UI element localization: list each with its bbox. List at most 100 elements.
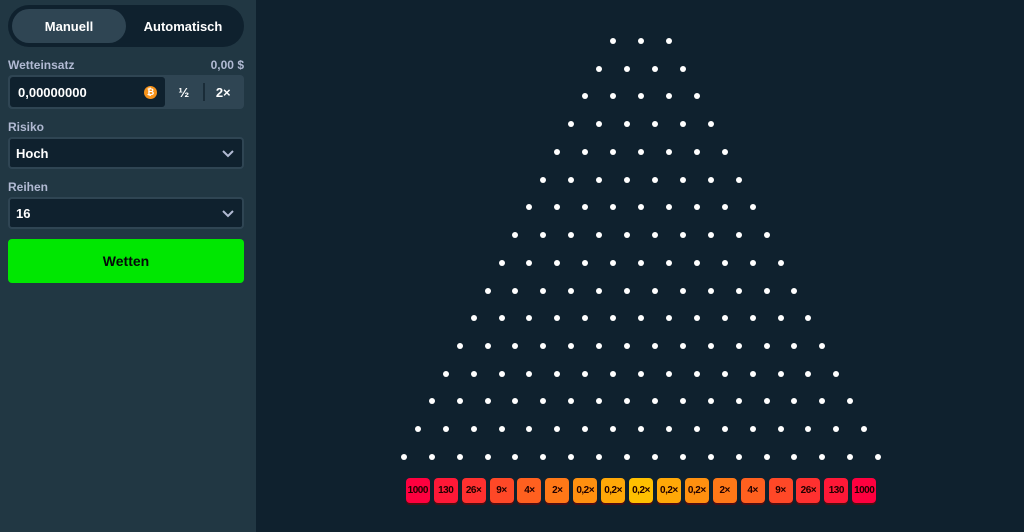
peg bbox=[470, 370, 477, 377]
peg bbox=[665, 259, 672, 266]
peg bbox=[400, 453, 407, 460]
peg bbox=[554, 204, 561, 211]
peg bbox=[540, 398, 547, 405]
peg bbox=[554, 370, 561, 377]
multiplier-bucket: 1000 bbox=[405, 478, 430, 503]
sidebar: Manuell Automatisch Wetteinsatz 0,00 $ 0,… bbox=[0, 0, 256, 532]
peg bbox=[470, 315, 477, 322]
peg bbox=[442, 426, 449, 433]
peg bbox=[596, 121, 603, 128]
peg bbox=[847, 453, 854, 460]
peg bbox=[484, 453, 491, 460]
peg bbox=[693, 370, 700, 377]
bet-amount-input[interactable]: 0,00000000 ₿ bbox=[10, 77, 165, 107]
tab-manual[interactable]: Manuell bbox=[12, 9, 126, 43]
peg bbox=[819, 343, 826, 350]
rows-label: Reihen bbox=[8, 180, 49, 194]
double-button[interactable]: 2× bbox=[215, 84, 231, 100]
peg bbox=[735, 453, 742, 460]
peg bbox=[456, 343, 463, 350]
peg bbox=[526, 204, 533, 211]
peg bbox=[721, 370, 728, 377]
bet-button[interactable]: Wetten bbox=[8, 239, 244, 283]
peg bbox=[498, 370, 505, 377]
multiplier-bucket: 4× bbox=[517, 478, 542, 503]
peg bbox=[693, 148, 700, 155]
peg bbox=[624, 287, 631, 294]
peg bbox=[651, 287, 658, 294]
peg bbox=[414, 426, 421, 433]
peg bbox=[833, 370, 840, 377]
peg bbox=[638, 426, 644, 433]
peg bbox=[610, 148, 617, 155]
peg bbox=[735, 287, 742, 294]
mode-tabs: Manuell Automatisch bbox=[8, 5, 244, 47]
peg bbox=[875, 453, 882, 460]
peg bbox=[638, 259, 644, 266]
peg bbox=[568, 121, 575, 128]
peg bbox=[610, 93, 617, 100]
peg bbox=[582, 370, 589, 377]
peg bbox=[526, 370, 533, 377]
peg bbox=[651, 232, 658, 239]
peg bbox=[554, 148, 561, 155]
peg bbox=[651, 343, 658, 350]
multiplier-bucket: 130 bbox=[824, 478, 849, 503]
peg bbox=[805, 426, 812, 433]
peg bbox=[624, 398, 631, 405]
peg bbox=[554, 259, 561, 266]
multiplier-bucket: 2× bbox=[712, 478, 737, 503]
peg bbox=[512, 453, 519, 460]
peg bbox=[540, 453, 547, 460]
peg bbox=[707, 398, 714, 405]
peg bbox=[596, 176, 603, 183]
multiplier-bucket: 0,2× bbox=[629, 478, 653, 503]
peg bbox=[735, 398, 742, 405]
risk-select[interactable]: Hoch bbox=[8, 137, 244, 169]
peg bbox=[512, 343, 519, 350]
peg bbox=[498, 315, 505, 322]
peg bbox=[777, 370, 784, 377]
peg bbox=[791, 453, 798, 460]
peg bbox=[679, 232, 686, 239]
peg bbox=[707, 232, 714, 239]
peg bbox=[610, 426, 617, 433]
peg bbox=[610, 370, 617, 377]
peg bbox=[582, 93, 589, 100]
peg bbox=[819, 453, 826, 460]
peg bbox=[568, 232, 575, 239]
peg bbox=[791, 398, 798, 405]
peg bbox=[596, 453, 603, 460]
peg bbox=[582, 148, 589, 155]
peg bbox=[805, 370, 812, 377]
peg bbox=[777, 315, 784, 322]
peg bbox=[665, 315, 672, 322]
peg bbox=[693, 93, 700, 100]
peg bbox=[791, 287, 798, 294]
multiplier-bucket: 1000 bbox=[852, 478, 877, 503]
peg bbox=[679, 176, 686, 183]
peg bbox=[540, 232, 547, 239]
rows-select[interactable]: 16 bbox=[8, 197, 244, 229]
peg bbox=[693, 315, 700, 322]
divider bbox=[202, 83, 205, 101]
peg bbox=[428, 453, 435, 460]
peg bbox=[638, 204, 644, 211]
peg bbox=[693, 204, 700, 211]
multiplier-bucket: 130 bbox=[433, 478, 458, 503]
peg bbox=[679, 121, 686, 128]
tab-auto[interactable]: Automatisch bbox=[143, 18, 223, 34]
peg bbox=[651, 176, 658, 183]
peg bbox=[498, 259, 505, 266]
peg bbox=[777, 259, 784, 266]
peg bbox=[721, 148, 728, 155]
multiplier-bucket: 0,2× bbox=[684, 478, 709, 503]
peg bbox=[749, 259, 756, 266]
half-button[interactable]: ½ bbox=[178, 84, 190, 100]
peg bbox=[651, 65, 658, 72]
peg bbox=[624, 232, 631, 239]
peg bbox=[665, 204, 672, 211]
peg bbox=[526, 315, 533, 322]
peg bbox=[470, 426, 477, 433]
chevron-down-icon bbox=[222, 206, 234, 221]
